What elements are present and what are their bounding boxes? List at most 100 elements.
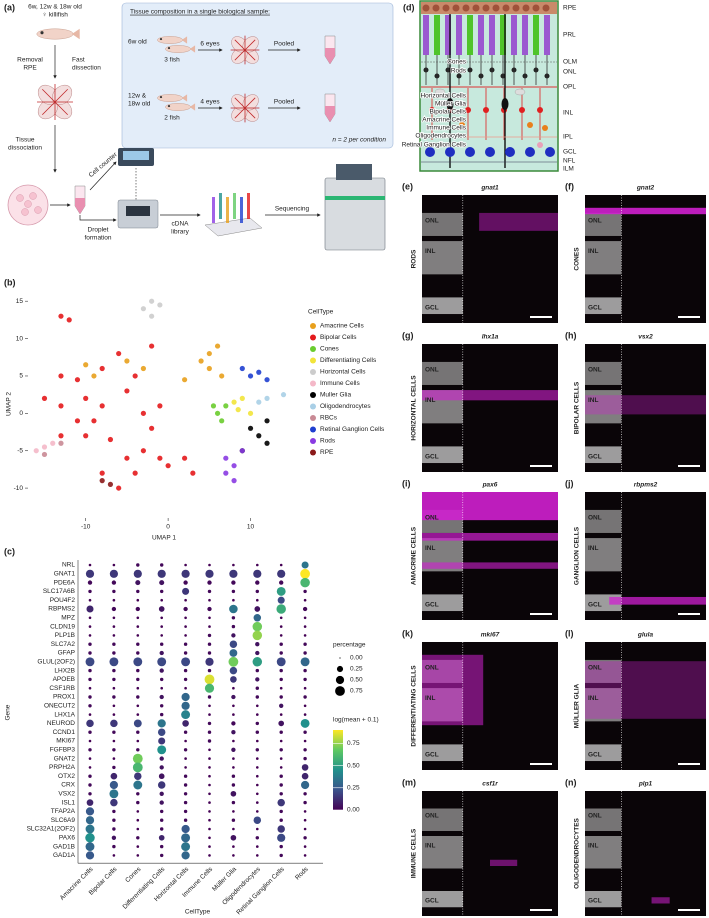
dot (160, 686, 164, 690)
sequencer (324, 177, 386, 251)
cdna-strand (247, 193, 250, 219)
dot (136, 739, 140, 743)
dot (160, 634, 164, 637)
dot (303, 625, 307, 628)
dot (301, 561, 309, 569)
gene-label: GLUL(2OF2) (37, 659, 75, 666)
umap-point (83, 395, 89, 401)
dot (112, 651, 116, 655)
dot (183, 668, 188, 673)
layer-label: ONL (425, 366, 439, 373)
dot (231, 818, 236, 822)
umap-point (66, 317, 72, 323)
dot (88, 686, 92, 690)
dot (302, 606, 308, 612)
dot (276, 604, 286, 614)
nuclear-layer (585, 744, 622, 762)
dot (231, 624, 236, 629)
dot (208, 774, 211, 778)
dot (300, 577, 310, 588)
layer-label: PRL (563, 32, 576, 39)
dot (159, 563, 164, 567)
dot (276, 586, 286, 596)
gene-label: POU4F2 (50, 597, 76, 604)
layer-label: INL (588, 695, 599, 702)
dot (279, 563, 283, 567)
dot (136, 695, 140, 699)
gene-label: TFAP2A (51, 808, 76, 815)
dot (229, 569, 238, 578)
tube-liquid (325, 48, 335, 64)
legend-label: 0.25 (350, 666, 363, 673)
x-axis-label: CellType (185, 909, 211, 916)
dot (207, 651, 212, 655)
dot (303, 642, 307, 646)
dot (86, 719, 94, 728)
retina-vessel (41, 101, 56, 116)
dot (133, 569, 142, 578)
umap-point (124, 358, 130, 364)
dot (136, 642, 140, 646)
dot (88, 598, 92, 602)
legend-swatch (310, 403, 316, 410)
photoreceptor (478, 15, 484, 55)
label: RPE (23, 65, 37, 72)
nuclear-layer (422, 361, 463, 385)
umap-point (264, 440, 270, 446)
dot (208, 801, 211, 804)
umap-point (58, 313, 64, 319)
dot (85, 824, 95, 834)
dot (300, 718, 310, 728)
label: 6w, 12w & 18w old (28, 4, 82, 11)
ganglion-cell (445, 147, 455, 157)
dot (208, 598, 211, 602)
dot (207, 580, 212, 585)
x-tick-label: 10 (247, 524, 255, 531)
dot (231, 694, 236, 700)
dot (136, 818, 140, 822)
dot (231, 616, 236, 620)
legend-swatch (310, 334, 316, 341)
rpe-cell (432, 4, 440, 12)
dot (159, 827, 164, 831)
dot (232, 563, 235, 567)
photoreceptor (500, 15, 506, 55)
ganglion-cell (525, 147, 535, 157)
dot (136, 704, 140, 708)
dot (159, 589, 164, 594)
panel-label: (c) (4, 546, 15, 556)
gene-title: rbpms2 (634, 482, 658, 489)
layer-label: ILM (563, 166, 574, 173)
umap-point (58, 440, 64, 446)
dot (157, 781, 166, 789)
dot (255, 580, 260, 585)
photoreceptor (456, 15, 462, 55)
layer-label: INL (425, 695, 436, 702)
umap-point (219, 418, 225, 424)
label: library (171, 229, 189, 236)
retina-vessel (234, 97, 246, 109)
x-tick-label: 0 (166, 524, 170, 531)
dot (255, 757, 259, 760)
dot (112, 642, 116, 646)
dot (279, 580, 284, 585)
photoreceptor (423, 15, 429, 55)
layer-label: INL (588, 843, 599, 850)
dot (232, 704, 235, 708)
tube-liquid (325, 106, 335, 122)
dot (136, 845, 140, 848)
nuclear-layer (585, 241, 622, 275)
dot (159, 704, 164, 708)
arrow (89, 161, 117, 191)
dot (159, 765, 164, 770)
cell-label: Immune Cells (426, 125, 466, 132)
dot (255, 854, 259, 857)
legend-label: 0.00 (350, 655, 363, 662)
legend-label: Amacrine Cells (320, 323, 364, 330)
dot (232, 854, 235, 857)
nuclear-layer (585, 688, 622, 722)
legend-label: 0.75 (350, 688, 363, 695)
umap-point (91, 418, 97, 424)
umap-point (74, 418, 81, 424)
dot (158, 834, 165, 841)
